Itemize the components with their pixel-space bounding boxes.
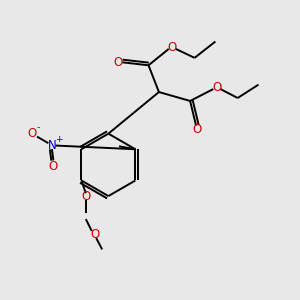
Text: O: O: [114, 56, 123, 69]
Text: +: +: [55, 134, 62, 143]
Text: O: O: [49, 160, 58, 173]
Text: O: O: [90, 228, 99, 241]
Text: O: O: [168, 41, 177, 54]
Text: O: O: [192, 123, 201, 136]
Text: O: O: [212, 81, 221, 94]
Text: O: O: [82, 190, 91, 203]
Text: -: -: [36, 122, 40, 132]
Text: N: N: [47, 139, 56, 152]
Text: O: O: [27, 127, 37, 140]
